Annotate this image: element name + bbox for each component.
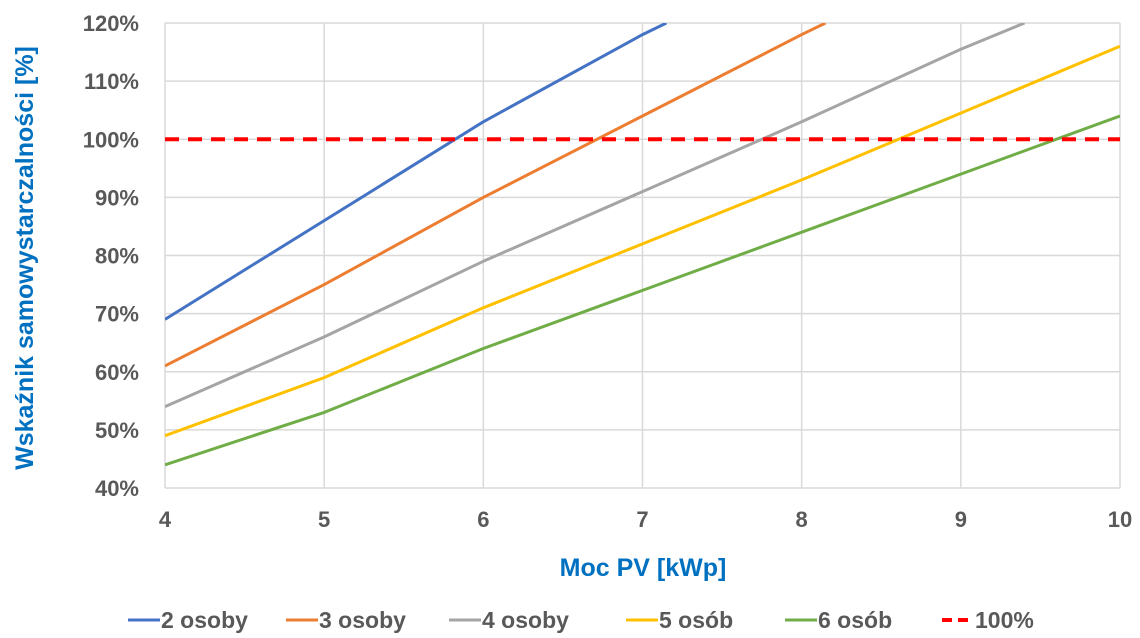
legend: 2 osoby 3 osoby 4 osoby 5 osób 6 osób 100%	[128, 607, 1034, 633]
y-tick-label: 120%	[83, 11, 139, 36]
legend-label: 2 osoby	[161, 607, 248, 633]
legend-label: 4 osoby	[482, 607, 569, 633]
y-tick-label: 80%	[95, 244, 139, 269]
y-tick-label: 90%	[95, 185, 139, 210]
series-line-1	[165, 23, 668, 321]
x-tick-label: 5	[318, 507, 330, 532]
legend-label: 100%	[975, 607, 1034, 633]
series-line-5	[165, 114, 1120, 467]
y-axis-title: Wskaźnik samowystarczalności [%]	[11, 46, 39, 470]
y-tick-label: 40%	[95, 476, 139, 501]
legend-label: 5 osób	[659, 607, 733, 633]
x-tick-label: 6	[477, 507, 489, 532]
x-axis-ticks: 4 5 6 7 8 9 10	[159, 507, 1132, 532]
legend-label: 3 osoby	[319, 607, 406, 633]
y-tick-label: 110%	[84, 69, 139, 94]
series-line-4	[165, 44, 1120, 438]
x-tick-label: 10	[1108, 507, 1132, 532]
x-tick-label: 7	[636, 507, 648, 532]
series-line-2	[165, 23, 827, 368]
y-tick-label: 70%	[95, 302, 139, 327]
plot-series	[165, 23, 1120, 467]
series-line-3	[165, 23, 1026, 408]
y-axis-ticks: 40% 50% 60% 70% 80% 90% 100% 110% 120%	[83, 11, 139, 501]
y-tick-label: 50%	[95, 418, 139, 443]
legend-label: 6 osób	[818, 607, 892, 633]
x-tick-label: 9	[955, 507, 967, 532]
x-tick-label: 4	[159, 507, 172, 532]
x-tick-label: 8	[796, 507, 808, 532]
y-tick-label: 100%	[83, 127, 139, 152]
x-axis-title: Moc PV [kWp]	[560, 554, 727, 582]
y-tick-label: 60%	[95, 360, 139, 385]
